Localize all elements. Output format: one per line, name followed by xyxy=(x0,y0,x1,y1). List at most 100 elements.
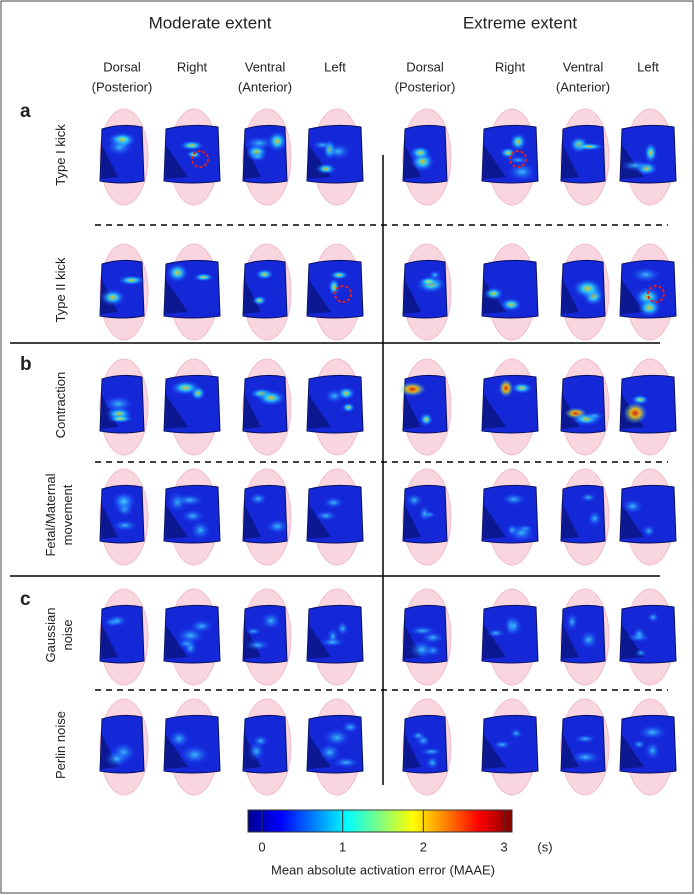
activation-blob xyxy=(260,611,282,631)
activation-blob xyxy=(315,163,337,175)
rendering xyxy=(560,588,610,686)
activation-blob xyxy=(630,394,650,405)
activation-blob xyxy=(574,734,597,744)
rendering xyxy=(163,468,221,566)
activation-blob xyxy=(117,275,146,286)
shade xyxy=(165,505,188,539)
rendering xyxy=(99,243,149,341)
activation-blob xyxy=(428,269,442,281)
rendering xyxy=(619,698,677,796)
activation-blob xyxy=(420,631,445,645)
row-label-line: Contraction xyxy=(53,372,68,438)
rendering xyxy=(619,588,677,686)
shade xyxy=(308,505,331,539)
view-label: Left xyxy=(324,59,346,74)
shade xyxy=(483,395,506,429)
activation-blob xyxy=(99,288,126,307)
row-label-line: Perlin noise xyxy=(53,711,68,779)
rendering xyxy=(481,108,539,206)
rendering xyxy=(242,358,292,456)
activation-blob xyxy=(180,509,205,523)
shade xyxy=(308,395,331,429)
activation-blob xyxy=(632,626,647,642)
rendering xyxy=(398,358,452,456)
highlight-circle xyxy=(647,285,665,303)
activation-blob xyxy=(252,295,267,306)
highlight-circle xyxy=(191,150,209,168)
rendering xyxy=(560,108,610,206)
activation-blob xyxy=(104,749,130,768)
highlight-circle xyxy=(509,150,527,168)
rendering xyxy=(306,358,364,456)
shade xyxy=(165,145,188,179)
view-label: Ventral xyxy=(245,59,286,74)
shade xyxy=(101,625,118,659)
shade xyxy=(562,145,579,179)
rendering xyxy=(242,468,292,566)
shade xyxy=(244,280,261,314)
rendering xyxy=(242,698,292,796)
activation-blob xyxy=(571,278,604,299)
activation-blob xyxy=(189,619,214,634)
rendering xyxy=(560,358,610,456)
activation-blob xyxy=(505,615,523,637)
activation-blob xyxy=(244,639,271,651)
shade xyxy=(483,145,506,179)
shade xyxy=(308,280,331,314)
activation-blob xyxy=(587,509,603,528)
activation-blob xyxy=(510,382,534,394)
shade xyxy=(483,735,506,769)
panel-letter: c xyxy=(20,589,31,610)
shade xyxy=(404,505,421,539)
activation-blob xyxy=(111,519,139,532)
activation-blob xyxy=(192,272,215,282)
activation-blob xyxy=(644,741,661,761)
rendering xyxy=(163,243,221,341)
shade xyxy=(165,625,188,659)
rendering xyxy=(619,358,677,456)
activation-blob xyxy=(578,629,599,650)
activation-blob xyxy=(243,136,275,151)
activation-blob xyxy=(409,145,432,160)
shade xyxy=(165,395,188,429)
shade xyxy=(562,625,579,659)
activation-blob xyxy=(314,510,338,522)
shade xyxy=(244,395,261,429)
rendering xyxy=(402,468,452,566)
panel-letter: b xyxy=(20,354,32,375)
activation-blob xyxy=(324,388,345,404)
activation-blob xyxy=(244,627,263,636)
rendering xyxy=(402,243,452,341)
colorbar-tick-label: 3 xyxy=(500,839,507,854)
colorbar-tick-label: 0 xyxy=(258,839,265,854)
row-label-line: Fetal/Maternal xyxy=(43,473,58,556)
shade xyxy=(404,280,421,314)
activation-blob xyxy=(570,750,602,765)
group-title: Extreme extent xyxy=(463,13,578,32)
panel-letter: a xyxy=(20,101,31,122)
activation-blob xyxy=(492,739,512,750)
activation-blob xyxy=(509,132,527,152)
row-label-line: Type I kick xyxy=(53,124,68,186)
row-label-line: movement xyxy=(60,484,75,545)
activation-blob xyxy=(499,147,517,159)
group-title: Moderate extent xyxy=(149,13,272,32)
activation-blob xyxy=(336,621,349,636)
activation-blob xyxy=(252,734,270,748)
view-label: Right xyxy=(177,59,208,74)
rendering xyxy=(306,698,364,796)
shade xyxy=(101,505,118,539)
shade xyxy=(404,735,421,769)
rendering xyxy=(619,108,677,206)
view-label: (Anterior) xyxy=(238,79,292,94)
row-label-line: Type II kick xyxy=(53,257,68,323)
rendering xyxy=(242,108,292,206)
activation-blob xyxy=(107,414,134,424)
activation-blob xyxy=(509,728,523,739)
shade xyxy=(165,280,188,314)
activation-blob xyxy=(634,648,647,658)
rendering xyxy=(560,698,610,796)
activation-blob xyxy=(646,611,660,623)
rendering xyxy=(99,108,149,206)
